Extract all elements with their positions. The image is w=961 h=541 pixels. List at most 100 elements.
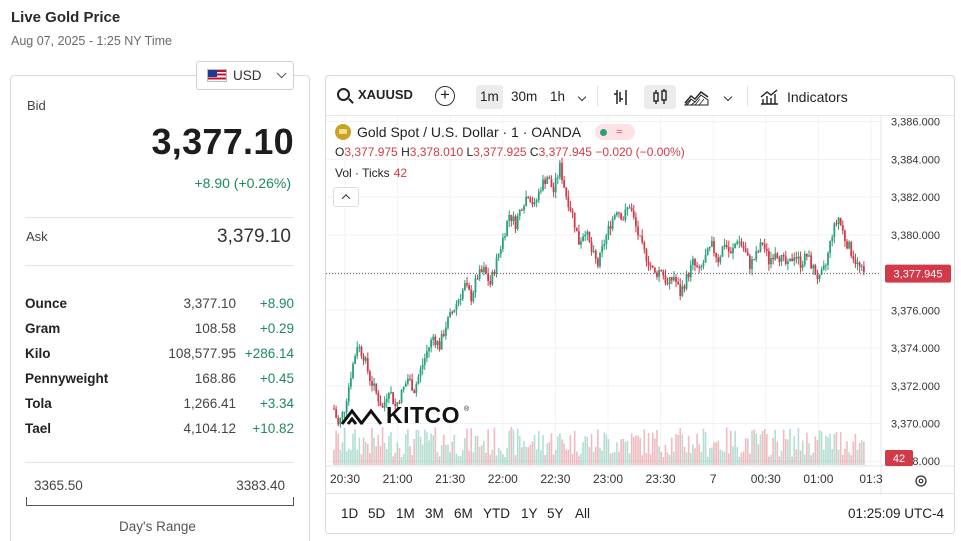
- range-1d-button[interactable]: 1D: [341, 506, 359, 521]
- unit-price-table: Ounce 3,377.10 +8.90 Gram 108.58 +0.29 K…: [25, 291, 294, 441]
- unit-row-pennyweight: Pennyweight 168.86 +0.45: [25, 366, 294, 391]
- candle-body: [784, 256, 787, 264]
- ohlc-bars-icon: [614, 90, 627, 105]
- volume-bar: [768, 456, 770, 465]
- interval-dropdown[interactable]: [575, 85, 589, 109]
- chart-clock[interactable]: 01:25:09 UTC-4: [847, 506, 944, 521]
- range-1m-button[interactable]: 1M: [396, 506, 415, 521]
- volume-bar: [516, 428, 519, 465]
- interval-1m-button[interactable]: 1m: [476, 85, 503, 109]
- unit-change: +8.90: [259, 296, 294, 311]
- range-5d-button[interactable]: 5D: [368, 506, 386, 521]
- candle-body: [550, 178, 553, 188]
- volume-bar: [780, 450, 783, 465]
- unit-row-ounce: Ounce 3,377.10 +8.90: [25, 291, 294, 316]
- volume-bar: [447, 444, 449, 465]
- ask-price: 3,379.10: [217, 226, 291, 247]
- candle-body: [765, 248, 768, 252]
- volume-bar: [491, 449, 494, 465]
- chevron-down-icon: [276, 68, 287, 79]
- price-chart[interactable]: 3,386.000 3,384.000 3,382.000 3,380.000 3,37…: [326, 76, 955, 534]
- volume-bar: [385, 449, 388, 465]
- candle-body: [419, 368, 422, 377]
- range-ytd-button[interactable]: YTD: [483, 506, 510, 521]
- volume-bar: [856, 449, 859, 465]
- candle-body: [438, 341, 441, 350]
- currency-select[interactable]: USD: [196, 61, 294, 90]
- volume-bar: [738, 456, 741, 465]
- interval-30m-button[interactable]: 30m: [511, 89, 538, 104]
- volume-bar: [421, 444, 424, 465]
- candle-body: [696, 265, 699, 268]
- volume-bar: [713, 442, 715, 465]
- candle-body: [757, 251, 760, 253]
- volume-bar: [806, 432, 808, 465]
- y-tick-label: 3,384.000: [891, 154, 940, 166]
- chevron-down-icon: [577, 92, 587, 102]
- candle-body: [848, 242, 851, 249]
- candle-body: [482, 267, 485, 272]
- candle-body: [599, 252, 601, 267]
- candle-body: [653, 267, 656, 273]
- volume-bar: [683, 446, 686, 465]
- volume-layer: [333, 427, 865, 465]
- area-chart-type-button[interactable]: [683, 85, 711, 109]
- volume-bar: [844, 448, 846, 465]
- bar-chart-type-button[interactable]: [610, 85, 632, 109]
- candle-body: [561, 162, 563, 181]
- candle-body: [360, 346, 363, 356]
- volume-bar: [525, 446, 527, 465]
- volume-bar: [508, 430, 511, 465]
- volume-bar: [846, 441, 848, 465]
- volume-bar: [375, 446, 378, 465]
- range-5y-button[interactable]: 5Y: [547, 506, 564, 521]
- volume-bar: [730, 430, 732, 465]
- volume-bar: [438, 456, 441, 465]
- price-panel: [10, 75, 310, 541]
- volume-bar: [774, 429, 777, 465]
- candle-chart-type-button[interactable]: [644, 85, 676, 109]
- collapse-legend-button[interactable]: [333, 187, 359, 207]
- candle-body: [770, 257, 772, 265]
- volume-bar: [782, 429, 785, 465]
- volume-bar: [744, 438, 747, 465]
- candle-body: [531, 202, 534, 205]
- y-tick-label: 3,386.000: [891, 117, 940, 129]
- candle-body: [611, 218, 614, 229]
- chart-type-dropdown[interactable]: [721, 85, 735, 109]
- candle-body: [343, 412, 346, 414]
- candle-body: [753, 259, 756, 261]
- symbol-search[interactable]: XAUUSD: [337, 87, 413, 102]
- candle-body: [668, 277, 671, 285]
- add-symbol-button[interactable]: +: [435, 86, 455, 106]
- range-tick: [26, 497, 27, 506]
- candle-body: [723, 244, 726, 247]
- volume-bar: [793, 436, 796, 465]
- range-all-button[interactable]: All: [575, 506, 591, 521]
- volume-bar: [687, 435, 690, 465]
- volume-bar: [603, 432, 606, 465]
- candle-body: [670, 277, 673, 281]
- volume-bar: [371, 427, 373, 465]
- candle-body: [860, 266, 863, 268]
- range-1y-button[interactable]: 1Y: [521, 506, 538, 521]
- candle-body: [455, 303, 458, 310]
- day-range-label: Day's Range: [119, 519, 196, 534]
- market-status-badge[interactable]: ≈: [595, 124, 636, 140]
- candle-body: [725, 244, 728, 248]
- volume-bar: [567, 449, 570, 465]
- candle-body: [710, 241, 713, 247]
- range-6m-button[interactable]: 6M: [454, 506, 473, 521]
- volume-bar: [799, 450, 802, 465]
- candle-body: [789, 258, 791, 262]
- volume-bar: [582, 442, 584, 465]
- interval-1h-button[interactable]: 1h: [550, 89, 566, 104]
- range-3m-button[interactable]: 3M: [425, 506, 444, 521]
- volume-bar: [457, 456, 460, 465]
- volume-bar: [863, 441, 865, 465]
- volume-bar: [533, 434, 536, 465]
- volume-bar: [360, 454, 363, 465]
- volume-bar: [732, 446, 734, 465]
- indicators-button[interactable]: Indicators: [759, 85, 848, 109]
- volume-label: Vol · Ticks: [335, 166, 390, 180]
